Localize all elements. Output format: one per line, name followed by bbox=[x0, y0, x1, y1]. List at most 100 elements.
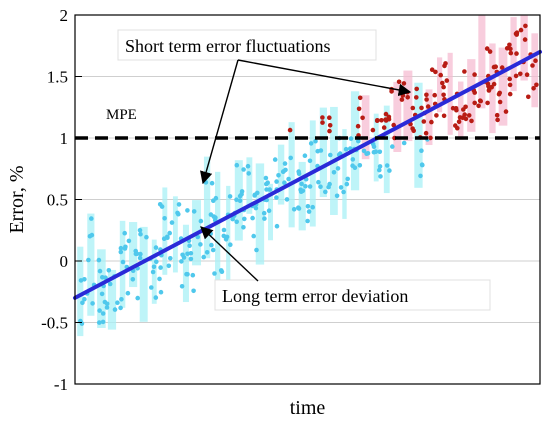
data-point-177 bbox=[288, 155, 294, 161]
data-point-239 bbox=[377, 149, 383, 155]
data-point-7 bbox=[82, 296, 87, 302]
data-point-348 bbox=[499, 65, 505, 70]
data-point-151 bbox=[254, 247, 259, 253]
data-point-260 bbox=[390, 144, 395, 149]
data-point-236 bbox=[360, 115, 365, 121]
data-point-321 bbox=[472, 100, 478, 106]
fluctuation-band-13 bbox=[215, 171, 221, 280]
data-point-169 bbox=[286, 176, 291, 182]
data-point-32 bbox=[118, 245, 124, 251]
data-point-162 bbox=[272, 157, 278, 162]
fluctuation-band-12 bbox=[203, 156, 211, 259]
fluctuation-band-40 bbox=[498, 47, 508, 126]
data-point-283 bbox=[411, 128, 417, 134]
data-point-136 bbox=[241, 167, 246, 172]
fluctuation-band-27 bbox=[361, 95, 370, 160]
data-point-178 bbox=[296, 169, 302, 174]
data-point-98 bbox=[198, 218, 204, 224]
data-point-130 bbox=[242, 216, 247, 222]
data-point-343 bbox=[491, 81, 497, 87]
data-point-80 bbox=[176, 202, 182, 207]
data-point-210 bbox=[331, 170, 337, 175]
data-point-216 bbox=[335, 166, 341, 171]
data-point-192 bbox=[305, 204, 311, 209]
data-point-95 bbox=[191, 209, 197, 214]
data-point-13 bbox=[107, 281, 113, 287]
data-point-253 bbox=[383, 111, 389, 117]
data-point-292 bbox=[432, 92, 438, 98]
data-point-73 bbox=[167, 230, 172, 236]
data-point-266 bbox=[414, 95, 419, 100]
fluctuation-band-26 bbox=[350, 91, 360, 191]
data-point-184 bbox=[299, 181, 304, 187]
fluctuation-band-33 bbox=[425, 89, 433, 146]
short-term-arrow-right bbox=[237, 59, 412, 97]
fluctuation-band-16 bbox=[246, 157, 253, 214]
data-point-111 bbox=[212, 271, 217, 276]
data-point-249 bbox=[387, 168, 392, 173]
data-point-164 bbox=[274, 179, 279, 184]
data-point-357 bbox=[507, 42, 512, 48]
data-point-259 bbox=[401, 140, 407, 146]
data-point-146 bbox=[263, 175, 269, 181]
y-tick-label-3: 0.5 bbox=[47, 191, 68, 210]
data-point-5 bbox=[86, 257, 91, 263]
fluctuation-band-19 bbox=[277, 144, 285, 205]
long-term-annotation-text: Long term error deviation bbox=[222, 286, 408, 306]
data-point-328 bbox=[485, 100, 490, 106]
data-point-50 bbox=[135, 295, 140, 301]
data-point-180 bbox=[305, 218, 310, 224]
short-term-annotation-text: Short term error fluctuations bbox=[125, 36, 330, 56]
data-point-131 bbox=[234, 197, 239, 202]
mpe-label: MPE bbox=[106, 107, 137, 123]
data-point-159 bbox=[261, 210, 267, 216]
data-point-289 bbox=[428, 135, 433, 141]
data-point-124 bbox=[219, 269, 225, 275]
data-point-246 bbox=[374, 118, 380, 123]
data-point-223 bbox=[343, 146, 349, 152]
data-point-250 bbox=[381, 125, 387, 130]
data-point-39 bbox=[120, 259, 126, 265]
data-point-19 bbox=[97, 268, 103, 274]
data-point-334 bbox=[494, 112, 500, 118]
fluctuation-band-35 bbox=[447, 52, 453, 135]
data-point-256 bbox=[377, 164, 383, 169]
data-point-135 bbox=[227, 194, 233, 199]
fluctuation-band-17 bbox=[255, 163, 265, 265]
data-point-280 bbox=[423, 130, 429, 136]
fluctuation-band-41 bbox=[510, 17, 517, 92]
data-point-345 bbox=[507, 91, 513, 97]
fluctuation-band-4 bbox=[119, 220, 126, 308]
long-term-annotation-box bbox=[214, 279, 491, 311]
fluctuation-band-25 bbox=[342, 129, 347, 219]
data-point-76 bbox=[179, 259, 184, 264]
data-point-46 bbox=[137, 255, 143, 261]
fluctuation-band-28 bbox=[373, 113, 379, 182]
data-point-311 bbox=[453, 123, 458, 128]
data-point-56 bbox=[151, 264, 157, 270]
data-point-269 bbox=[410, 105, 416, 111]
data-point-212 bbox=[345, 176, 351, 182]
data-point-304 bbox=[454, 107, 459, 113]
data-point-211 bbox=[327, 128, 332, 134]
data-point-360 bbox=[507, 82, 513, 88]
fluctuation-band-30 bbox=[393, 81, 402, 153]
data-point-132 bbox=[234, 219, 239, 225]
y-tick-labels: -1 -0.5 0 0.5 1 1.5 2 bbox=[41, 6, 68, 394]
data-point-203 bbox=[320, 120, 325, 125]
data-point-226 bbox=[357, 95, 363, 101]
data-point-96 bbox=[188, 256, 194, 262]
data-point-341 bbox=[484, 46, 490, 51]
data-point-336 bbox=[497, 99, 503, 105]
data-point-187 bbox=[308, 141, 314, 146]
data-point-293 bbox=[440, 80, 445, 86]
data-point-72 bbox=[161, 236, 167, 241]
data-point-310 bbox=[456, 119, 462, 124]
data-point-6 bbox=[82, 277, 87, 282]
fluctuation-band-6 bbox=[139, 226, 148, 322]
x-axis-label: time bbox=[290, 397, 326, 419]
data-point-174 bbox=[287, 127, 293, 133]
fluctuation-band-38 bbox=[478, 15, 486, 109]
data-point-301 bbox=[441, 113, 447, 119]
data-point-117 bbox=[228, 242, 233, 247]
